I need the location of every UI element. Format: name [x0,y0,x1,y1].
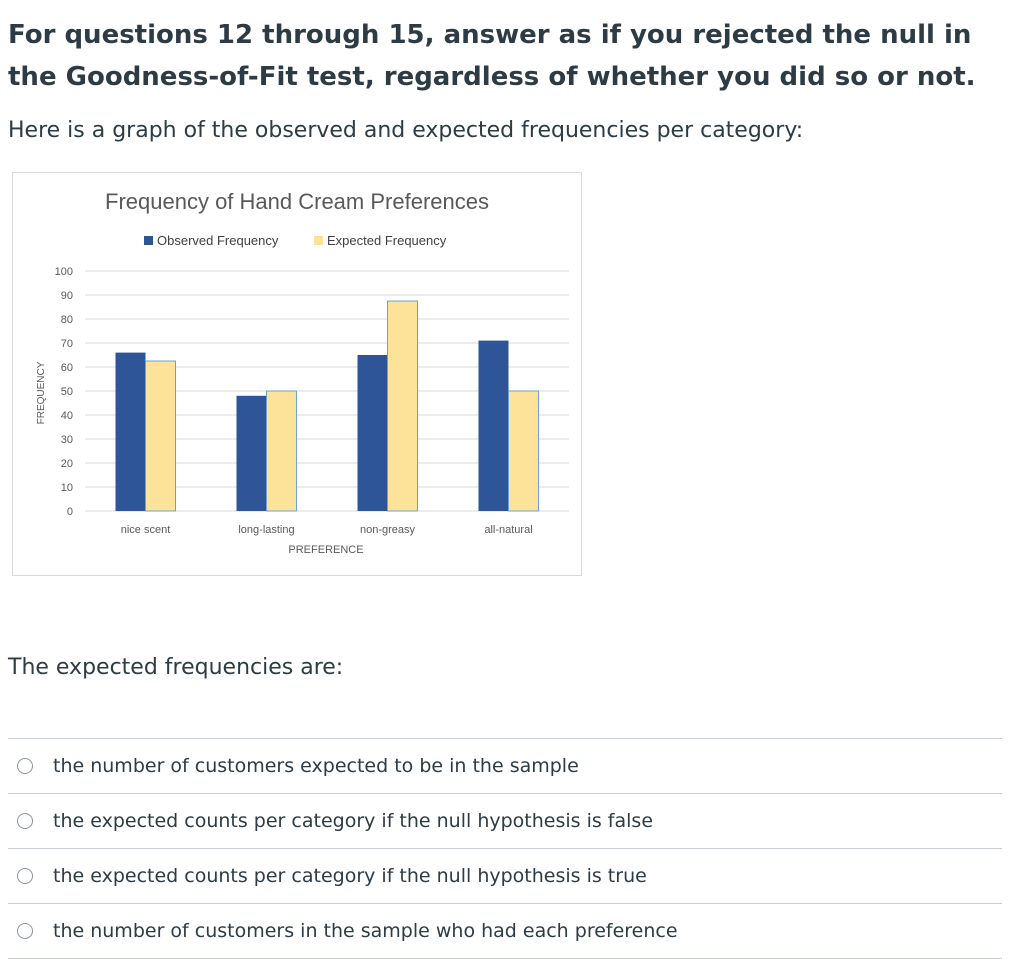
y-tick-label: 20 [61,458,73,470]
y-tick-labels: 0 10 20 30 40 50 60 70 80 90 100 [55,266,73,518]
expected-bar-long-lasting [266,390,297,512]
answer-options: the number of customers expected to be i… [8,738,1002,959]
x-tick-label: long-lasting [238,524,294,536]
x-axis-label: PREFERENCE [288,544,363,556]
radio-button[interactable] [17,868,33,884]
expected-bar-all-natural [508,390,539,512]
question-heading: For questions 12 through 15, answer as i… [8,20,976,92]
y-tick-label: 60 [61,362,73,374]
y-tick-label: 0 [67,506,73,518]
radio-button[interactable] [17,923,33,939]
expected-bar-nice-scent [145,360,176,512]
chart-title: Frequency of Hand Cream Preferences [105,189,489,214]
answer-label: the number of customers expected to be i… [53,755,579,777]
answer-label: the expected counts per category if the … [53,865,647,887]
y-tick-label: 50 [61,386,73,398]
answer-option-4[interactable]: the number of customers in the sample wh… [8,904,1002,959]
y-tick-label: 40 [61,410,73,422]
legend-swatch-observed [144,236,153,245]
intro-text: Here is a graph of the observed and expe… [8,118,804,143]
x-tick-labels: nice scent long-lasting non-greasy all-natu… [121,524,533,536]
radio-button[interactable] [17,758,33,774]
bars [115,300,539,512]
question-prompt: The expected frequencies are: [8,655,344,680]
observed-bar-all-natural [478,340,509,511]
y-tick-label: 100 [55,266,73,278]
answer-option-2[interactable]: the expected counts per category if the … [8,794,1002,849]
y-tick-label: 90 [61,290,73,302]
legend-label-observed: Observed Frequency [157,233,279,248]
bar-chart: Frequency of Hand Cream Preferences Obse… [36,189,569,556]
y-axis-label: FREQUENCY [36,361,47,424]
chart-container: Frequency of Hand Cream Preferences Obse… [12,172,582,576]
x-tick-label: non-greasy [360,524,416,536]
observed-bar-long-lasting [236,395,267,511]
y-tick-label: 80 [61,314,73,326]
answer-option-3[interactable]: the expected counts per category if the … [8,849,1002,904]
legend-label-expected: Expected Frequency [327,233,447,248]
observed-bar-non-greasy [357,355,388,511]
y-tick-label: 30 [61,434,73,446]
answer-label: the number of customers in the sample wh… [53,920,678,942]
observed-bar-nice-scent [115,352,146,511]
answer-option-1[interactable]: the number of customers expected to be i… [8,739,1002,794]
x-tick-label: all-natural [484,524,532,536]
legend-swatch-expected [314,236,323,245]
radio-button[interactable] [17,813,33,829]
answer-label: the expected counts per category if the … [53,810,654,832]
x-tick-label: nice scent [121,524,171,536]
expected-bar-non-greasy [387,300,418,512]
y-tick-label: 10 [61,482,73,494]
y-tick-label: 70 [61,338,73,350]
